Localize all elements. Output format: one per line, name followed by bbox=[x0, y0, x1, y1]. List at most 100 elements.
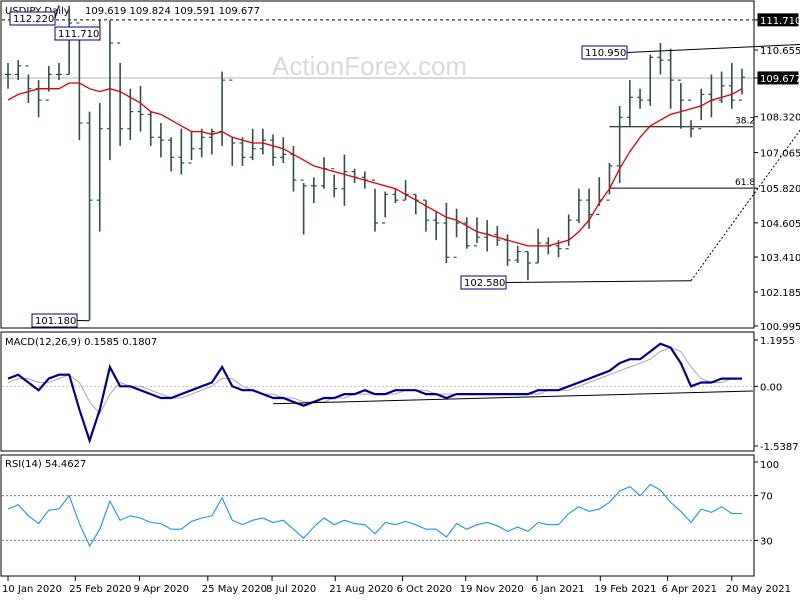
x-tick: 6 Jan 2021 bbox=[531, 576, 585, 595]
svg-text:110.950: 110.950 bbox=[585, 48, 626, 59]
moving-average-line bbox=[7, 82, 743, 247]
macd-trendline bbox=[273, 390, 754, 405]
price-y-tick: 110.655 bbox=[754, 46, 800, 57]
price-bar bbox=[300, 179, 307, 235]
svg-text:112.220: 112.220 bbox=[13, 14, 54, 25]
svg-text:107.065: 107.065 bbox=[760, 149, 800, 160]
price-bar bbox=[637, 88, 644, 109]
price-y-tick: 107.065 bbox=[754, 149, 800, 160]
svg-text:111.710: 111.710 bbox=[760, 16, 800, 27]
price-bar bbox=[168, 137, 175, 172]
svg-text:101.180: 101.180 bbox=[35, 316, 76, 327]
price-bar bbox=[524, 250, 531, 281]
price-bar bbox=[55, 63, 62, 81]
svg-text:21 Aug 2020: 21 Aug 2020 bbox=[329, 584, 393, 595]
price-bar bbox=[494, 225, 501, 246]
price-bar bbox=[117, 42, 124, 146]
price-annotations: 112.220 111.710 101.180 110.950 102.580 bbox=[9, 5, 800, 328]
price-y-axis: 111.710 110.655 109.677 108.320 107.065 105.8… bbox=[754, 13, 800, 333]
svg-text:108.320: 108.320 bbox=[760, 113, 800, 124]
svg-text:111.710: 111.710 bbox=[58, 29, 99, 40]
macd-y-tick: 1.1955 bbox=[754, 336, 795, 347]
price-bar bbox=[259, 128, 266, 155]
price-bar bbox=[96, 103, 103, 232]
svg-text:100: 100 bbox=[760, 460, 779, 471]
svg-text:110.655: 110.655 bbox=[760, 46, 800, 57]
svg-text:104.605: 104.605 bbox=[760, 219, 800, 230]
rsi-y-axis: 100 70 30 bbox=[754, 460, 779, 547]
svg-text:-1.5387: -1.5387 bbox=[760, 442, 799, 453]
price-bar bbox=[45, 65, 52, 101]
price-bar bbox=[453, 208, 460, 258]
svg-text:6 Jan 2021: 6 Jan 2021 bbox=[531, 584, 585, 595]
svg-text:10 Jan 2020: 10 Jan 2020 bbox=[2, 584, 62, 595]
svg-text:25 Feb 2020: 25 Feb 2020 bbox=[69, 584, 131, 595]
price-annotation: 111.710 bbox=[54, 19, 101, 41]
svg-text:102.580: 102.580 bbox=[464, 278, 505, 289]
price-bar bbox=[647, 54, 654, 106]
price-bar bbox=[25, 65, 32, 103]
rsi-y-tick: 70 bbox=[754, 492, 773, 503]
svg-text:0.00: 0.00 bbox=[760, 382, 782, 393]
rsi-y-tick: 100 bbox=[754, 460, 779, 471]
x-tick: 9 Apr 2020 bbox=[134, 576, 189, 595]
rsi-line bbox=[7, 483, 742, 548]
x-tick: 6 Apr 2021 bbox=[662, 576, 717, 595]
svg-text:103.410: 103.410 bbox=[760, 253, 800, 264]
svg-text:19 Feb 2021: 19 Feb 2021 bbox=[594, 584, 656, 595]
price-annotation: 112.220 bbox=[9, 5, 60, 26]
price-bar bbox=[626, 80, 633, 126]
price-annotation: 110.950 bbox=[581, 44, 800, 60]
price-bar bbox=[5, 63, 11, 89]
price-bar bbox=[463, 217, 470, 249]
price-moving-average bbox=[7, 82, 743, 247]
macd-y-tick: -1.5387 bbox=[754, 442, 799, 453]
price-bar bbox=[677, 79, 684, 129]
price-bar bbox=[473, 217, 480, 247]
x-axis: 10 Jan 2020 25 Feb 2020 9 Apr 2020 25 May 2… bbox=[2, 576, 791, 595]
price-grid: 38.2 61.8 bbox=[2, 19, 755, 189]
price-y-tick: 109.677 bbox=[754, 71, 800, 85]
price-bar bbox=[667, 48, 674, 109]
price-y-tick: 108.320 bbox=[754, 113, 800, 124]
price-bar bbox=[229, 79, 236, 166]
fib-label-61-8: 61.8 bbox=[735, 178, 755, 188]
svg-text:109.677: 109.677 bbox=[760, 74, 800, 85]
price-bar bbox=[249, 128, 256, 161]
price-bar bbox=[208, 128, 215, 155]
x-tick: 8 Jul 2020 bbox=[266, 576, 316, 595]
x-tick: 21 Aug 2020 bbox=[329, 576, 393, 595]
price-bar bbox=[106, 20, 113, 161]
svg-text:9 Apr 2020: 9 Apr 2020 bbox=[134, 584, 189, 595]
macd-y-axis: 1.1955 0.00 -1.5387 bbox=[754, 336, 799, 453]
price-bar bbox=[341, 154, 348, 206]
rsi-panel-frame bbox=[0, 454, 755, 577]
price-bar bbox=[739, 68, 745, 101]
price-bar bbox=[331, 168, 338, 198]
x-tick: 6 Oct 2020 bbox=[397, 576, 452, 595]
x-tick: 25 May 2020 bbox=[202, 576, 267, 595]
watermark: ActionForex.com bbox=[272, 51, 467, 81]
price-bar bbox=[372, 179, 378, 232]
macd-line bbox=[7, 342, 742, 445]
x-tick: 25 Feb 2020 bbox=[69, 576, 132, 595]
price-y-tick: 104.605 bbox=[754, 219, 800, 230]
fib-label-38-2: 38.2 bbox=[735, 117, 755, 127]
svg-text:102.185: 102.185 bbox=[760, 288, 800, 299]
rsi-layer bbox=[2, 483, 753, 548]
rsi-title: RSI(14) 54.4627 bbox=[5, 459, 86, 470]
price-bar bbox=[698, 88, 705, 130]
price-bar bbox=[514, 245, 521, 263]
svg-text:100.995: 100.995 bbox=[760, 322, 800, 333]
price-bar bbox=[280, 137, 287, 163]
price-bar bbox=[433, 211, 440, 241]
macd-title: MACD(12,26,9) 0.1585 0.1807 bbox=[5, 337, 157, 348]
svg-text:25 May 2020: 25 May 2020 bbox=[202, 584, 267, 595]
svg-text:30: 30 bbox=[760, 536, 773, 547]
svg-text:105.820: 105.820 bbox=[760, 184, 800, 195]
price-bar bbox=[443, 203, 450, 263]
price-y-tick: 111.710 bbox=[754, 13, 800, 27]
price-bar bbox=[15, 60, 22, 81]
price-bar bbox=[157, 123, 164, 158]
